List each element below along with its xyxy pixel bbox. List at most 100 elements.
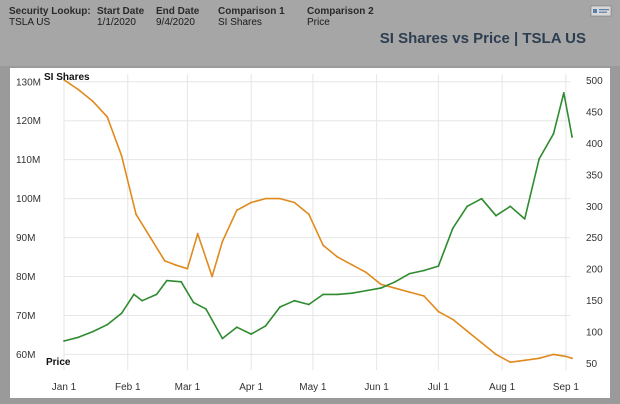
series-lines bbox=[63, 78, 573, 364]
chart-title: SI Shares vs Price | TSLA US bbox=[379, 30, 586, 47]
series-line-si-shares bbox=[63, 79, 573, 363]
right-tick-label: 100 bbox=[586, 328, 603, 339]
data-point bbox=[135, 213, 137, 216]
comparison-2-field: Comparison 2 Price bbox=[307, 6, 374, 28]
right-tick-label: 500 bbox=[586, 76, 603, 87]
data-point bbox=[141, 299, 144, 302]
data-point bbox=[523, 359, 526, 362]
data-point bbox=[165, 279, 168, 282]
data-point bbox=[293, 201, 296, 204]
data-point bbox=[351, 263, 353, 266]
price-axis-title: Price bbox=[46, 357, 71, 368]
comparison-1-field: Comparison 1 SI Shares bbox=[218, 6, 285, 28]
left-tick-label: 110M bbox=[16, 155, 40, 166]
x-axis-ticks: Jan 1 Feb 1 Mar 1 Apr 1 May 1 Jun 1 Jul 1 Aug 1… bbox=[52, 382, 580, 393]
series-line-price bbox=[63, 92, 573, 342]
data-point bbox=[379, 287, 382, 289]
data-point bbox=[437, 265, 440, 267]
data-point bbox=[91, 100, 94, 103]
data-point bbox=[451, 318, 454, 321]
field-value: Price bbox=[307, 17, 330, 28]
data-point bbox=[106, 323, 109, 326]
x-tick-label: Aug 1 bbox=[489, 382, 516, 393]
data-point bbox=[180, 280, 183, 283]
data-point bbox=[571, 136, 573, 138]
data-point bbox=[571, 357, 573, 360]
data-point bbox=[423, 269, 425, 272]
field-label: Comparison 2 bbox=[307, 6, 374, 17]
data-point bbox=[466, 205, 469, 208]
data-point bbox=[174, 263, 177, 266]
end-date-field: End Date 9/4/2020 bbox=[156, 6, 199, 28]
x-tick-label: Jan 1 bbox=[52, 382, 77, 393]
data-point bbox=[186, 267, 189, 270]
data-point bbox=[336, 256, 339, 258]
data-point bbox=[205, 308, 207, 310]
data-point bbox=[336, 293, 339, 296]
right-tick-label: 300 bbox=[586, 202, 603, 213]
data-point bbox=[196, 232, 199, 235]
data-point bbox=[565, 355, 567, 358]
data-point bbox=[235, 326, 238, 329]
data-point bbox=[250, 201, 253, 204]
gridlines bbox=[63, 74, 570, 370]
data-point bbox=[379, 283, 382, 286]
security-lookup-field: Security Lookup: TSLA US bbox=[9, 6, 91, 28]
right-tick-label: 450 bbox=[586, 107, 603, 118]
data-point bbox=[250, 333, 253, 335]
data-point bbox=[63, 340, 65, 342]
data-point bbox=[279, 197, 281, 200]
field-label: End Date bbox=[156, 6, 200, 17]
left-axis-ticks: 60M 70M 80M 90M 100M 110M 120M 130M bbox=[16, 77, 41, 361]
field-label: Comparison 1 bbox=[218, 6, 285, 17]
data-point bbox=[538, 357, 540, 360]
right-tick-label: 350 bbox=[586, 170, 603, 181]
left-tick-label: 130M bbox=[16, 77, 41, 88]
right-tick-label: 150 bbox=[586, 296, 603, 307]
data-point bbox=[322, 293, 325, 296]
field-label: Security Lookup: bbox=[9, 6, 91, 17]
right-tick-label: 400 bbox=[586, 139, 603, 150]
data-point bbox=[466, 330, 469, 332]
data-point bbox=[163, 260, 166, 262]
data-point bbox=[408, 272, 411, 275]
data-point bbox=[495, 214, 497, 217]
right-tick-label: 200 bbox=[586, 265, 603, 276]
data-point bbox=[211, 275, 214, 278]
data-point bbox=[63, 78, 65, 81]
data-point bbox=[120, 154, 123, 157]
x-tick-label: Feb 1 bbox=[115, 382, 141, 393]
left-tick-label: 70M bbox=[16, 311, 35, 322]
data-point bbox=[365, 289, 368, 292]
chart-panel: 60M 70M 80M 90M 100M 110M 120M 130M 50 100 150 200… bbox=[10, 68, 610, 398]
data-point bbox=[437, 310, 440, 313]
data-point bbox=[562, 92, 565, 94]
data-point bbox=[538, 158, 540, 160]
x-tick-label: Sep 1 bbox=[553, 382, 580, 393]
left-tick-label: 60M bbox=[16, 350, 35, 361]
left-tick-label: 100M bbox=[16, 194, 41, 205]
data-point bbox=[307, 213, 310, 216]
data-point bbox=[408, 291, 411, 293]
field-value: 9/4/2020 bbox=[156, 17, 195, 28]
x-tick-label: Jun 1 bbox=[364, 382, 389, 393]
left-tick-label: 80M bbox=[16, 272, 35, 283]
left-tick-label: 90M bbox=[16, 233, 35, 244]
data-point bbox=[77, 336, 80, 339]
start-date-field: Start Date 1/1/2020 bbox=[97, 6, 144, 28]
x-tick-label: May 1 bbox=[299, 382, 327, 393]
field-value: 1/1/2020 bbox=[97, 17, 136, 28]
left-tick-label: 120M bbox=[16, 116, 41, 127]
data-point bbox=[106, 115, 109, 118]
data-point bbox=[293, 299, 296, 302]
left-axis-title: SI Shares bbox=[44, 72, 90, 83]
data-point bbox=[552, 132, 555, 135]
data-point bbox=[120, 312, 123, 315]
data-point bbox=[365, 271, 368, 274]
data-point bbox=[91, 330, 94, 333]
data-point bbox=[423, 295, 425, 297]
data-point bbox=[509, 361, 512, 364]
data-point bbox=[192, 301, 195, 304]
data-point bbox=[495, 353, 497, 356]
data-point bbox=[480, 341, 483, 344]
